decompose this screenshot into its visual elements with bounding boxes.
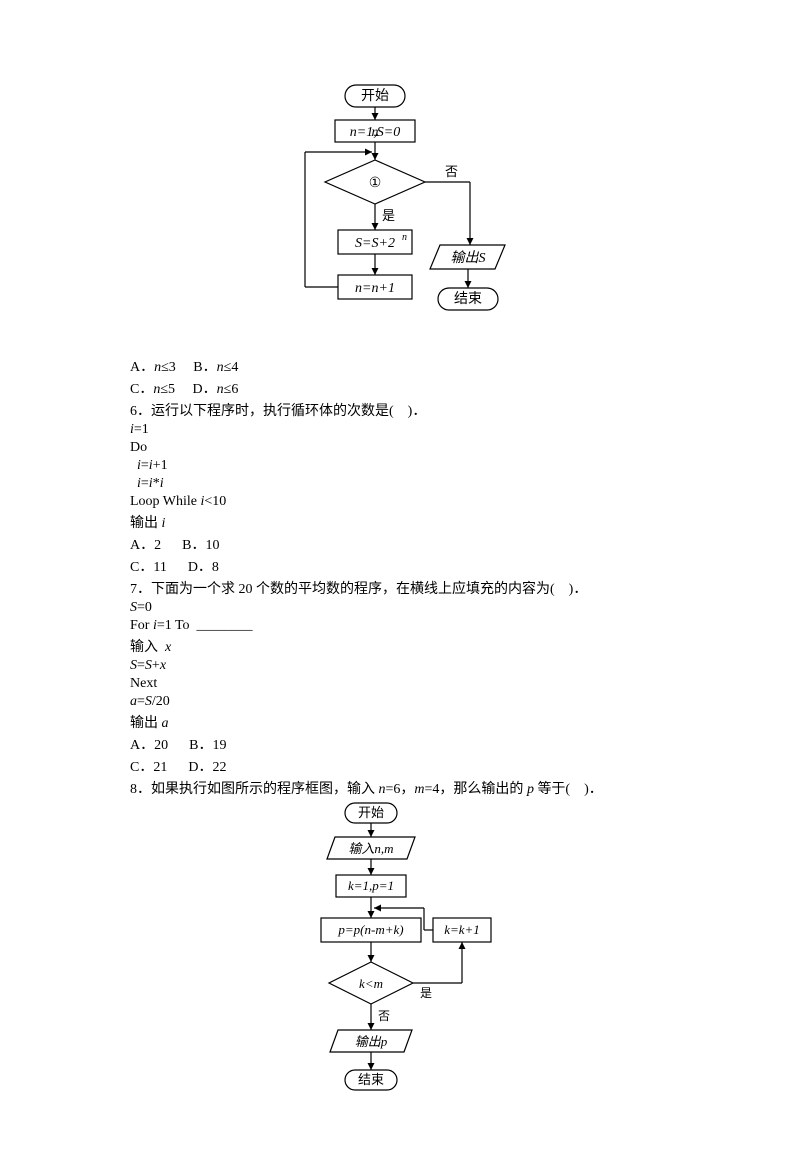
fc2-yes: 是 <box>420 986 432 1000</box>
fc1-start: 开始 <box>361 88 389 104</box>
q7-code-3: S=S+x <box>130 658 670 674</box>
q6-code-2: i=i+1 <box>130 458 670 474</box>
fc1-p2: n=n+1 <box>355 281 395 296</box>
fc2-p1: p=p(n-m+k) <box>337 922 403 937</box>
q7-code-2: 输入 x <box>130 636 670 656</box>
q6-options-b: C．11 D．8 <box>130 556 670 576</box>
fc2-end: 结束 <box>358 1072 384 1087</box>
q5-options-a: A．n≤3 B．n≤4 <box>130 356 670 376</box>
fc2-start: 开始 <box>358 805 384 820</box>
q6-text: 6．运行以下程序时，执行循环体的次数是( )． <box>130 400 670 420</box>
fc1-init-text: n=1,S=0 <box>350 125 400 140</box>
fc2-dec: k<m <box>359 976 383 991</box>
flowchart-2: 开始 输入n,m k=1,p=1 p=p(n-m+k) k<m 是 k=k+1 … <box>290 800 510 1130</box>
fc1-output: 输出S <box>451 250 486 266</box>
q7-options-b: C．21 D．22 <box>130 756 670 776</box>
q6-code-4: Loop While i<10 <box>130 494 670 510</box>
svg-text:n: n <box>402 232 407 243</box>
q6-code-5: 输出 i <box>130 512 670 532</box>
q6-options-a: A．2 B．10 <box>130 534 670 554</box>
fc2-no: 否 <box>378 1009 390 1023</box>
q7-code-1: For i=1 To ________ <box>130 618 670 634</box>
fc1-end: 结束 <box>454 291 482 307</box>
q7-code-4: Next <box>130 676 670 692</box>
q7-code-0: S=0 <box>130 600 670 616</box>
fc2-output: 输出p <box>355 1034 388 1049</box>
fc1-yes: 是 <box>382 208 395 223</box>
q7-code-6: 输出 a <box>130 712 670 732</box>
q7-code-5: a=S/20 <box>130 694 670 710</box>
q8-text: 8．如果执行如图所示的程序框图，输入 n=6，m=4，那么输出的 p 等于( )… <box>130 778 670 798</box>
fc1-no: 否 <box>445 164 458 179</box>
fc2-init: k=1,p=1 <box>348 878 394 893</box>
q7-options-a: A．20 B．19 <box>130 734 670 754</box>
fc2-p2: k=k+1 <box>444 922 480 937</box>
fc1-p1: S=S+2 <box>355 236 395 251</box>
fc2-input: 输入n,m <box>348 841 393 856</box>
q6-code-0: i=1 <box>130 422 670 438</box>
q6-code-3: i=i*i <box>130 476 670 492</box>
fc1-decision: ① <box>369 176 382 191</box>
flowchart-1: 开始 n n=1,S=0 ① 否 是 S=S+2 n n=n+1 输出S 结束 <box>280 80 520 350</box>
q7-text: 7．下面为一个求 20 个数的平均数的程序，在横线上应填充的内容为( )． <box>130 578 670 598</box>
q5-options-b: C．n≤5 D．n≤6 <box>130 378 670 398</box>
q6-code-1: Do <box>130 440 670 456</box>
